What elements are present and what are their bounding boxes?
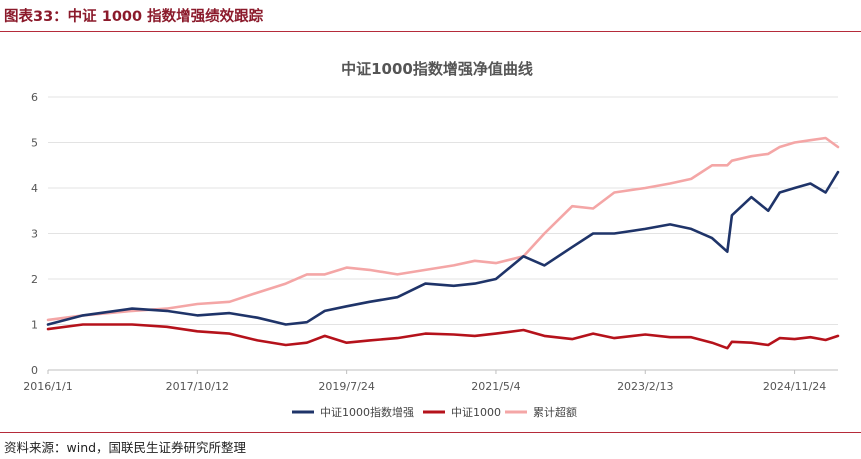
grid-lines bbox=[48, 96, 838, 371]
series-line-0 bbox=[46, 170, 840, 326]
y-tick-label: 2 bbox=[31, 273, 38, 286]
source-note: 资料来源：wind，国联民生证券研究所整理 bbox=[4, 440, 247, 455]
line-chart: 中证1000指数增强净值曲线 0 1 2 3 4 5 6 2016/1/1 2017/10/1… bbox=[23, 60, 840, 419]
x-tick-label: 2024/11/24 bbox=[763, 380, 826, 393]
y-tick-label: 3 bbox=[31, 228, 38, 241]
y-tick-label: 6 bbox=[31, 91, 38, 104]
y-tick-label: 5 bbox=[31, 137, 38, 150]
top-rule bbox=[0, 31, 861, 32]
legend-label: 中证1000 bbox=[451, 406, 501, 419]
y-tick-label: 1 bbox=[31, 319, 38, 332]
y-tick-label: 4 bbox=[31, 182, 38, 195]
legend: 中证1000指数增强 中证1000 累计超额 bbox=[292, 405, 577, 419]
legend-label: 累计超额 bbox=[533, 405, 577, 419]
x-tick-label: 2019/7/24 bbox=[318, 380, 374, 393]
x-tick-label: 2016/1/1 bbox=[23, 380, 72, 393]
x-tick-label: 2017/10/12 bbox=[166, 380, 229, 393]
y-axis-ticks: 0 1 2 3 4 5 6 bbox=[31, 91, 38, 377]
legend-label: 中证1000指数增强 bbox=[320, 405, 414, 419]
figure-label: 图表33：中证 1000 指数增强绩效跟踪 bbox=[4, 9, 264, 25]
x-tick-label: 2021/5/4 bbox=[471, 380, 520, 393]
chart-title: 中证1000指数增强净值曲线 bbox=[341, 60, 533, 78]
figure-header: 图表33：中证 1000 指数增强绩效跟踪 bbox=[0, 0, 861, 30]
x-tick-label: 2023/2/13 bbox=[617, 380, 673, 393]
series-line-2 bbox=[46, 136, 840, 322]
series-lines bbox=[46, 136, 840, 350]
series-line-1 bbox=[46, 323, 840, 350]
y-tick-label: 0 bbox=[31, 364, 38, 377]
bottom-rule bbox=[0, 432, 861, 433]
x-axis-ticks: 2016/1/1 2017/10/12 2019/7/24 2021/5/4 2023/… bbox=[23, 370, 826, 393]
